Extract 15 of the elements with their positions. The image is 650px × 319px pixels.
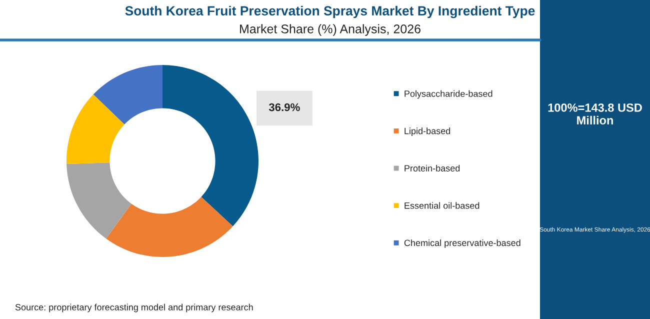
- donut-slice: [106, 196, 233, 257]
- legend-label: Lipid-based: [404, 128, 450, 136]
- donut-slice: [93, 65, 162, 124]
- text: 100%=143.8 USD Million: [548, 103, 642, 125]
- legend-label: Chemical preservative-based: [404, 239, 520, 248]
- donut-slice: [66, 94, 124, 164]
- donut-slice: [162, 65, 258, 226]
- legend-label: Polysaccharide-based: [404, 90, 492, 99]
- chart-subtitle: Market Share (%) Analysis, 2026: [240, 24, 420, 36]
- chart-title: South Korea Fruit Preservation Sprays Market By Ingredient Type: [125, 6, 535, 18]
- legend-label: Protein-based: [404, 164, 460, 172]
- legend-label: Essential oil-based: [404, 202, 480, 209]
- donut-slice: [66, 162, 132, 239]
- data-label: 36.9%: [268, 103, 300, 112]
- source-note: Source: proprietary forecasting model and primary research: [15, 304, 253, 312]
